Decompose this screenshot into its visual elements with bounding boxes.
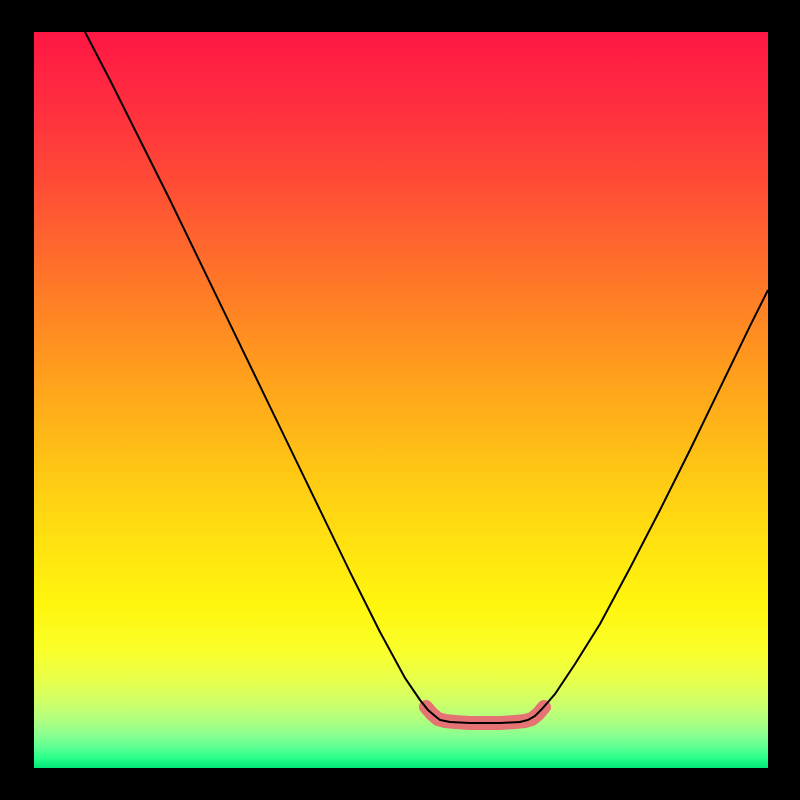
chart-svg bbox=[0, 0, 800, 800]
chart-container bbox=[0, 0, 800, 800]
gradient-background bbox=[34, 32, 768, 768]
